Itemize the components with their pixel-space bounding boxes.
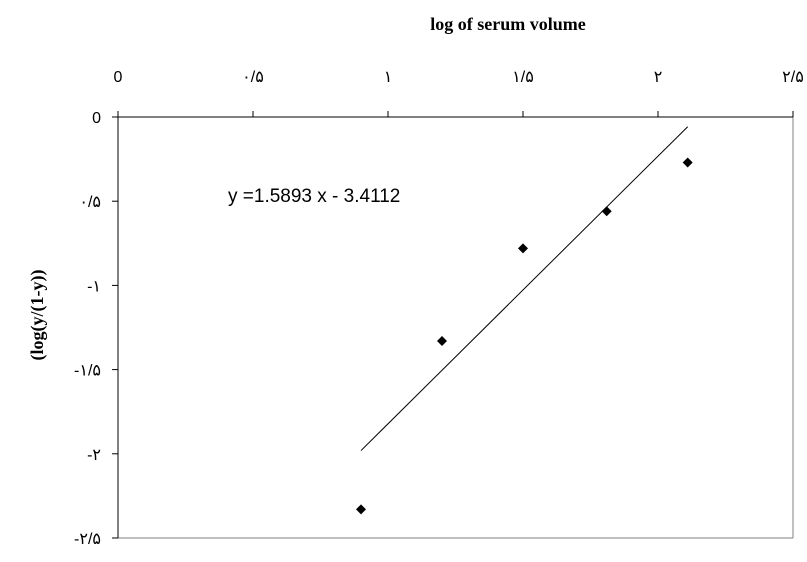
plot-area (118, 117, 794, 539)
x-tick-label: 0 (114, 69, 123, 86)
y-tick-label: -۲ (87, 447, 101, 464)
x-axis-title: log of serum volume (430, 14, 585, 34)
trendline-layer (360, 126, 689, 451)
data-point (682, 157, 693, 168)
x-tick-label: ۲/۵ (782, 69, 804, 86)
data-point (601, 206, 612, 217)
x-tick-label: ۱ (384, 69, 393, 86)
y-tick-label: -۱/۵ (74, 363, 101, 380)
trendline (360, 126, 689, 451)
y-tick-label: 0 (92, 110, 101, 127)
labels-layer: log of serum volume (log(y/(1-y)) y =1.5… (27, 14, 804, 548)
data-point (437, 335, 447, 346)
x-tick-label: ۲ (654, 69, 663, 86)
trendline-equation: y =1.5893 x - 3.4112 (228, 186, 400, 207)
y-tick-label: -۲/۵ (74, 531, 101, 548)
data-point (518, 243, 528, 254)
axes (112, 111, 794, 539)
y-tick-label: ۰/۵ (79, 194, 101, 211)
data-point (356, 504, 366, 515)
x-tick-label: ۰/۵ (242, 69, 264, 86)
x-tick-label: ۱/۵ (512, 69, 534, 86)
y-axis-title: (log(y/(1-y)) (27, 270, 48, 361)
y-tick-label: -۱ (87, 278, 101, 295)
data-points (356, 157, 693, 515)
